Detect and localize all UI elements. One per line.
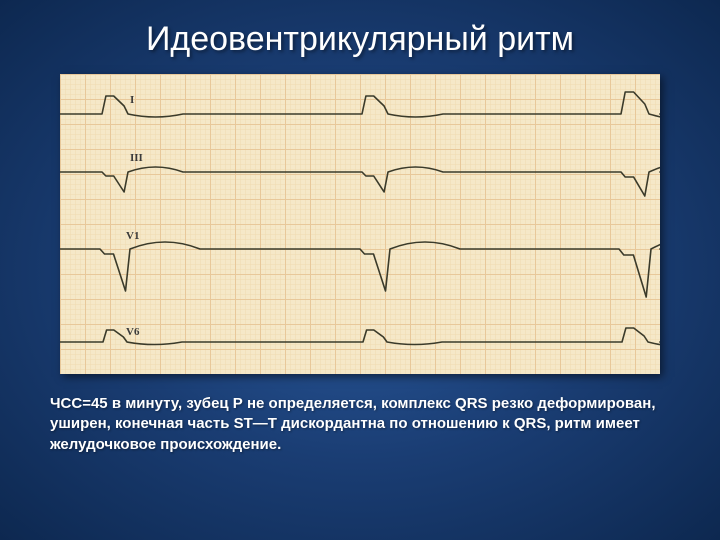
lead-label-V6: V6 (126, 326, 139, 338)
ecg-image: IIIIV1V6 (60, 74, 660, 374)
ecg-lead-V1 (60, 242, 660, 298)
lead-label-I: I (130, 94, 134, 106)
lead-label-III: III (130, 152, 143, 164)
slide-title: Идеовентрикулярный ритм (40, 20, 680, 59)
ecg-lead-V6 (60, 328, 660, 345)
ecg-lead-I (60, 92, 660, 118)
slide: Идеовентрикулярный ритм IIIIV1V6 ЧСС=45 … (0, 0, 720, 540)
ecg-lead-III (60, 167, 660, 197)
ecg-traces (60, 74, 660, 374)
lead-label-V1: V1 (126, 230, 139, 242)
slide-caption: ЧСС=45 в минуту, зубец Р не определяется… (40, 394, 680, 455)
